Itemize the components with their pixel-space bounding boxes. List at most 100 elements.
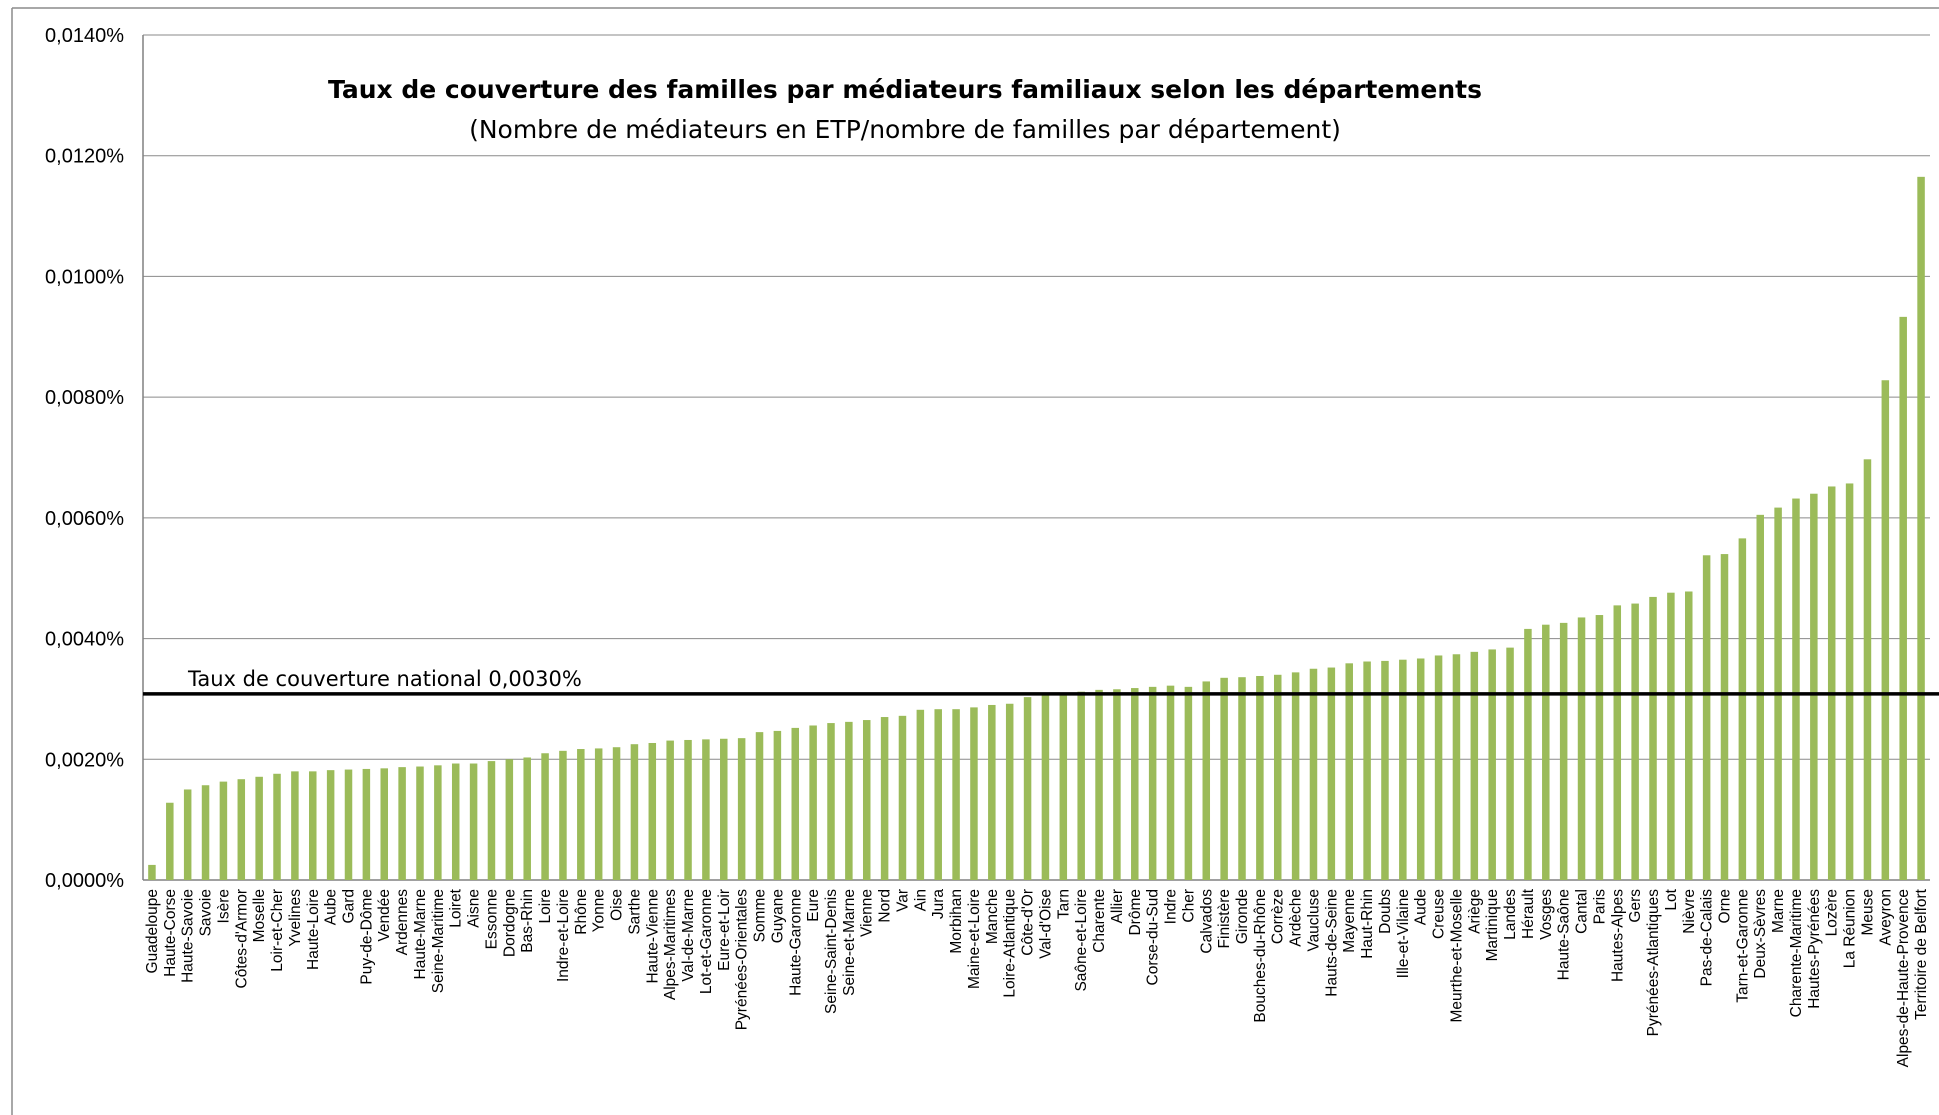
x-tick-label: Marne (1770, 889, 1787, 933)
x-tick-label: Seine-Maritime (430, 889, 447, 993)
x-tick-label: Landes (1502, 889, 1519, 940)
x-tick-label: Essonne (483, 889, 500, 949)
bar (827, 723, 835, 880)
bar (291, 771, 299, 880)
chart-border (11, 7, 1939, 1115)
x-tick-label: Allier (1109, 889, 1126, 923)
x-tick-label: Maine-et-Loire (966, 889, 983, 989)
bar (309, 771, 317, 880)
bar (1220, 677, 1228, 880)
bar (237, 779, 246, 880)
x-tick-label: Finistère (1216, 889, 1233, 948)
x-tick-label: Gironde (1234, 889, 1251, 944)
x-tick-label: Rhône (573, 889, 590, 935)
bar (720, 738, 728, 880)
bar (1577, 617, 1586, 880)
bar (344, 769, 353, 880)
x-tick-label: Guadeloupe (144, 889, 161, 973)
bar (898, 715, 907, 880)
bar (1416, 658, 1425, 880)
x-tick-label: Charente-Maritime (1788, 889, 1805, 1017)
bar (1059, 692, 1068, 880)
x-tick-label: Loir-et-Cher (269, 889, 286, 972)
bar (1095, 689, 1103, 880)
bar (166, 802, 174, 880)
bar (1506, 647, 1514, 880)
x-tick-label: Loiret (448, 888, 465, 927)
bar (791, 727, 800, 880)
bar (1256, 675, 1264, 880)
bar (1685, 591, 1693, 880)
y-tick-label: 0,0020% (45, 749, 124, 771)
bar (1524, 628, 1532, 880)
bar (1166, 685, 1175, 880)
x-tick-label: Bouches-du-Rhône (1252, 889, 1269, 1023)
bar (1005, 703, 1014, 880)
x-tick-label: Mayenne (1341, 889, 1358, 953)
x-tick-label: Loire-Atlantique (1002, 889, 1019, 998)
x-tick-label: Morbihan (948, 889, 965, 954)
bar (362, 768, 371, 880)
x-tick-label: Orne (1716, 889, 1733, 923)
bars (148, 176, 1925, 880)
x-tick-label: Hautes-Alpes (1609, 889, 1626, 982)
x-tick-label: Doubs (1377, 889, 1394, 934)
bar (541, 753, 549, 880)
bar (666, 740, 674, 880)
x-tick-label: Ain (912, 889, 929, 911)
bar (1452, 654, 1461, 880)
x-tick-label: Haute-Loire (305, 889, 322, 970)
bar (1327, 667, 1336, 880)
bar (773, 730, 782, 880)
y-tick-label: 0,0080% (45, 387, 124, 409)
x-tick-label: Gers (1627, 889, 1644, 923)
x-tick-label: Creuse (1431, 889, 1448, 939)
y-tick-label: 0,0060% (45, 508, 124, 530)
x-tick-label: Deux-Sèvres (1752, 889, 1769, 979)
bar (1273, 674, 1282, 880)
bar (1559, 622, 1568, 880)
bar (1291, 672, 1300, 880)
x-tick-label: Var (894, 889, 911, 912)
x-tick-label: Lot-et-Garonne (698, 889, 715, 994)
bar (1381, 660, 1389, 880)
y-tick-label: 0,0100% (45, 266, 124, 288)
national-rate-label: Taux de couverture national 0,0030% (187, 667, 582, 691)
bar (1399, 659, 1407, 880)
x-tick-label: Ardennes (394, 889, 411, 956)
x-tick-label: Haute-Vienne (644, 889, 661, 984)
bar (1148, 686, 1157, 880)
x-tick-label: Aude (1413, 889, 1430, 925)
x-tick-label: Alpes-Maritimes (662, 889, 679, 1000)
y-tick-label: 0,0000% (45, 870, 124, 892)
bar (1899, 316, 1907, 880)
x-tick-label: Aveyron (1877, 889, 1894, 946)
bar (148, 864, 156, 880)
bar (398, 767, 406, 880)
bar (880, 717, 889, 880)
bar (273, 773, 281, 880)
bar (702, 739, 710, 880)
x-tick-label: Ille-et-Vilaine (1395, 889, 1412, 978)
x-tick-label: Aisne (466, 889, 483, 928)
bar (1345, 663, 1353, 880)
bar (1756, 514, 1764, 880)
x-tick-label: Côte-d'Or (1020, 889, 1037, 956)
x-tick-label: La Réunion (1842, 889, 1859, 968)
x-tick-label: Cantal (1574, 889, 1591, 934)
x-tick-label: Val-d'Oise (1037, 889, 1054, 959)
bar (1631, 603, 1639, 880)
x-tick-label: Cher (1180, 889, 1197, 923)
bar (416, 766, 424, 880)
bar (255, 776, 263, 880)
bar (201, 785, 210, 880)
bar (594, 748, 603, 880)
bar (1113, 689, 1121, 880)
x-tick-label: Eure (805, 889, 822, 922)
bar (1738, 538, 1747, 880)
y-tick-label: 0,0140% (45, 25, 124, 47)
bar (1077, 691, 1085, 880)
bar (1488, 649, 1496, 880)
bar (1470, 651, 1479, 880)
x-tick-label: Manche (984, 889, 1001, 944)
